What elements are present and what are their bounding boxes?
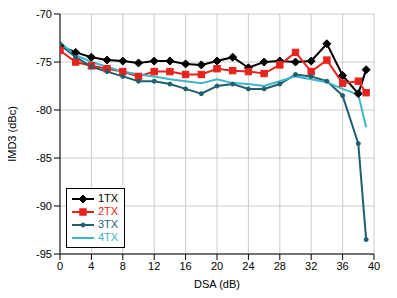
- svg-text:40: 40: [368, 260, 380, 272]
- svg-text:-75: -75: [36, 56, 52, 68]
- svg-text:28: 28: [274, 260, 286, 272]
- html-text:4TX: 4TX: [98, 231, 119, 243]
- html-text:1TX: 1TX: [98, 192, 119, 204]
- svg-text:DSA (dB): DSA (dB): [194, 278, 240, 290]
- svg-text:IMD3 (dBc): IMD3 (dBc): [8, 106, 18, 162]
- svg-text:20: 20: [211, 260, 223, 272]
- svg-text:-95: -95: [36, 248, 52, 260]
- html-text:2TX: 2TX: [98, 205, 119, 217]
- svg-text:0: 0: [57, 260, 63, 272]
- svg-text:12: 12: [148, 260, 160, 272]
- svg-text:16: 16: [179, 260, 191, 272]
- svg-text:8: 8: [120, 260, 126, 272]
- svg-text:-80: -80: [36, 104, 52, 116]
- svg-text:-85: -85: [36, 152, 52, 164]
- svg-text:4: 4: [88, 260, 94, 272]
- svg-text:36: 36: [336, 260, 348, 272]
- svg-text:32: 32: [305, 260, 317, 272]
- svg-text:24: 24: [242, 260, 254, 272]
- svg-text:-70: -70: [36, 8, 52, 20]
- html-text:3TX: 3TX: [98, 218, 119, 230]
- svg-text:-90: -90: [36, 200, 52, 212]
